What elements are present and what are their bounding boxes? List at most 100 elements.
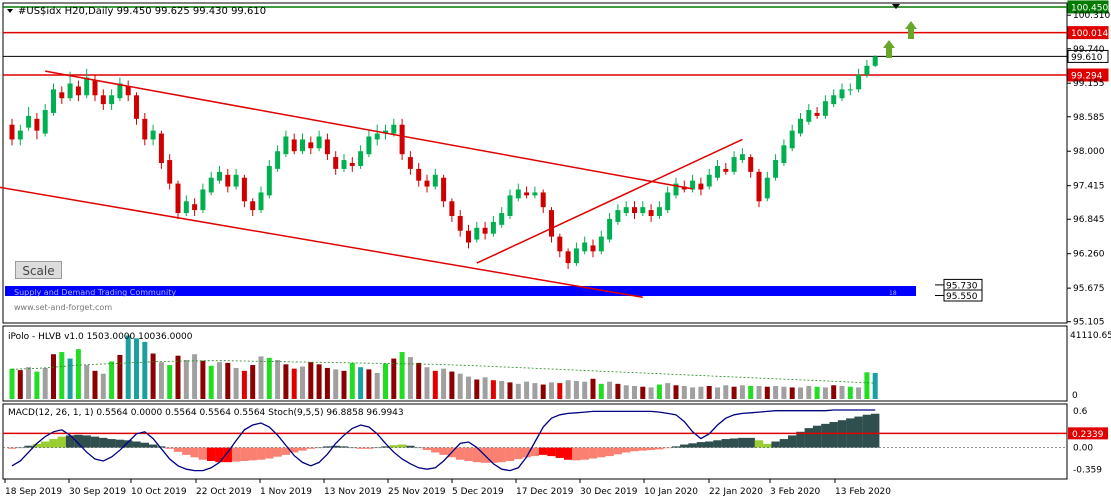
macd-bar — [605, 447, 614, 457]
candle-body — [100, 95, 106, 105]
price-tick-label: 96.260 — [1073, 250, 1105, 260]
time-label: 13 Feb 2020 — [835, 487, 891, 497]
candlestick-series — [9, 55, 878, 269]
volume-bar — [515, 383, 521, 399]
candle-body — [764, 177, 770, 199]
candle-body — [59, 92, 65, 99]
volume-bar — [241, 370, 247, 399]
menu-triangle-icon[interactable] — [7, 9, 13, 13]
macd-bar — [140, 442, 149, 448]
volume-bar — [872, 373, 878, 399]
macd-bar — [472, 447, 481, 463]
candle-body — [324, 139, 330, 155]
macd-bar — [165, 447, 174, 449]
shift-marker-icon[interactable] — [892, 4, 900, 9]
volume-bar — [474, 379, 480, 399]
macd-bar — [57, 436, 66, 448]
candle-body — [51, 89, 56, 113]
macd-tick-label: 0.6 — [1073, 407, 1088, 417]
volume-bar — [75, 349, 81, 399]
scale-button[interactable]: Scale — [15, 261, 62, 279]
volume-bar — [233, 367, 239, 399]
macd-bar — [497, 447, 506, 463]
macd-tick-label: 0.00 — [1073, 444, 1093, 454]
macd-bar — [688, 443, 697, 448]
candle-body — [515, 189, 521, 199]
macd-bar — [489, 447, 498, 463]
macd-bar — [323, 446, 332, 448]
symbol: #US$idx — [18, 6, 62, 17]
banner-line1: Supply and Demand Trading Community — [14, 288, 176, 297]
volume-bar — [623, 385, 629, 399]
time-label: 30 Dec 2019 — [580, 487, 638, 497]
volume-bar — [391, 358, 397, 399]
box-label-frame — [943, 289, 983, 302]
candle-body — [374, 133, 380, 140]
macd-bar — [514, 447, 523, 460]
volume-bar — [773, 386, 779, 399]
volume-bar — [698, 386, 704, 399]
price-label-box — [1067, 68, 1109, 82]
candle-body — [540, 192, 546, 208]
volume-average-line — [11, 360, 876, 384]
volume-bar — [764, 386, 770, 399]
price-tick-label: 96.845 — [1073, 215, 1105, 225]
volume-bar — [208, 365, 214, 399]
candle-body — [557, 236, 563, 252]
macd-bar — [729, 438, 739, 448]
price-label-box — [1067, 49, 1109, 63]
candle-body — [598, 236, 604, 252]
macd-bar — [763, 443, 772, 448]
macd-level-box — [1068, 427, 1108, 440]
candle-body — [308, 142, 314, 149]
macd-bar — [422, 447, 432, 451]
candle-body — [26, 115, 32, 128]
volume-bar — [9, 368, 15, 399]
time-label: 5 Dec 2019 — [452, 487, 504, 497]
time-label: 22 Jan 2020 — [709, 487, 763, 497]
macd-bar — [306, 447, 315, 449]
candle-body — [391, 124, 397, 134]
candle-body — [183, 201, 189, 214]
volume-bar — [715, 387, 720, 399]
candle-body — [441, 177, 447, 202]
candle-body — [341, 160, 347, 169]
volume-bar — [26, 367, 32, 399]
volume-bar — [739, 385, 745, 399]
candle-body — [192, 204, 198, 211]
banner-fragment: 18 — [889, 290, 897, 297]
volume-bar — [316, 364, 322, 399]
time-label: 13 Nov 2019 — [324, 487, 382, 497]
time-label: 30 Sep 2019 — [69, 487, 126, 497]
candle-body — [92, 80, 98, 96]
trendlines[interactable] — [0, 70, 743, 299]
candle-body — [831, 95, 837, 105]
macd-bar — [339, 446, 349, 448]
volume-min-label: 0 — [1072, 391, 1078, 401]
macd-bar — [439, 447, 448, 455]
macd-bar — [240, 447, 249, 461]
macd-bar — [854, 416, 863, 448]
volume-bar — [192, 354, 198, 399]
macd-bar — [41, 441, 50, 448]
candle-body — [872, 56, 878, 66]
volume-bar — [266, 357, 272, 399]
candle-body — [67, 83, 73, 99]
volume-bar — [756, 386, 762, 399]
macd-bar — [871, 413, 880, 448]
candle-body — [84, 77, 90, 96]
volume-bar — [673, 385, 679, 399]
trendline — [45, 70, 693, 190]
candle-body — [117, 83, 123, 99]
candle-body — [142, 118, 148, 140]
volume-bar — [856, 387, 862, 399]
macd-bar — [862, 414, 872, 448]
candle-body — [466, 230, 471, 243]
arrow-up-icon — [905, 21, 917, 39]
price-tick-label: 98.585 — [1073, 113, 1105, 123]
candle-body — [573, 248, 579, 264]
volume-bar — [341, 370, 347, 399]
macd-bar — [331, 445, 340, 448]
volume-bar — [706, 386, 712, 399]
